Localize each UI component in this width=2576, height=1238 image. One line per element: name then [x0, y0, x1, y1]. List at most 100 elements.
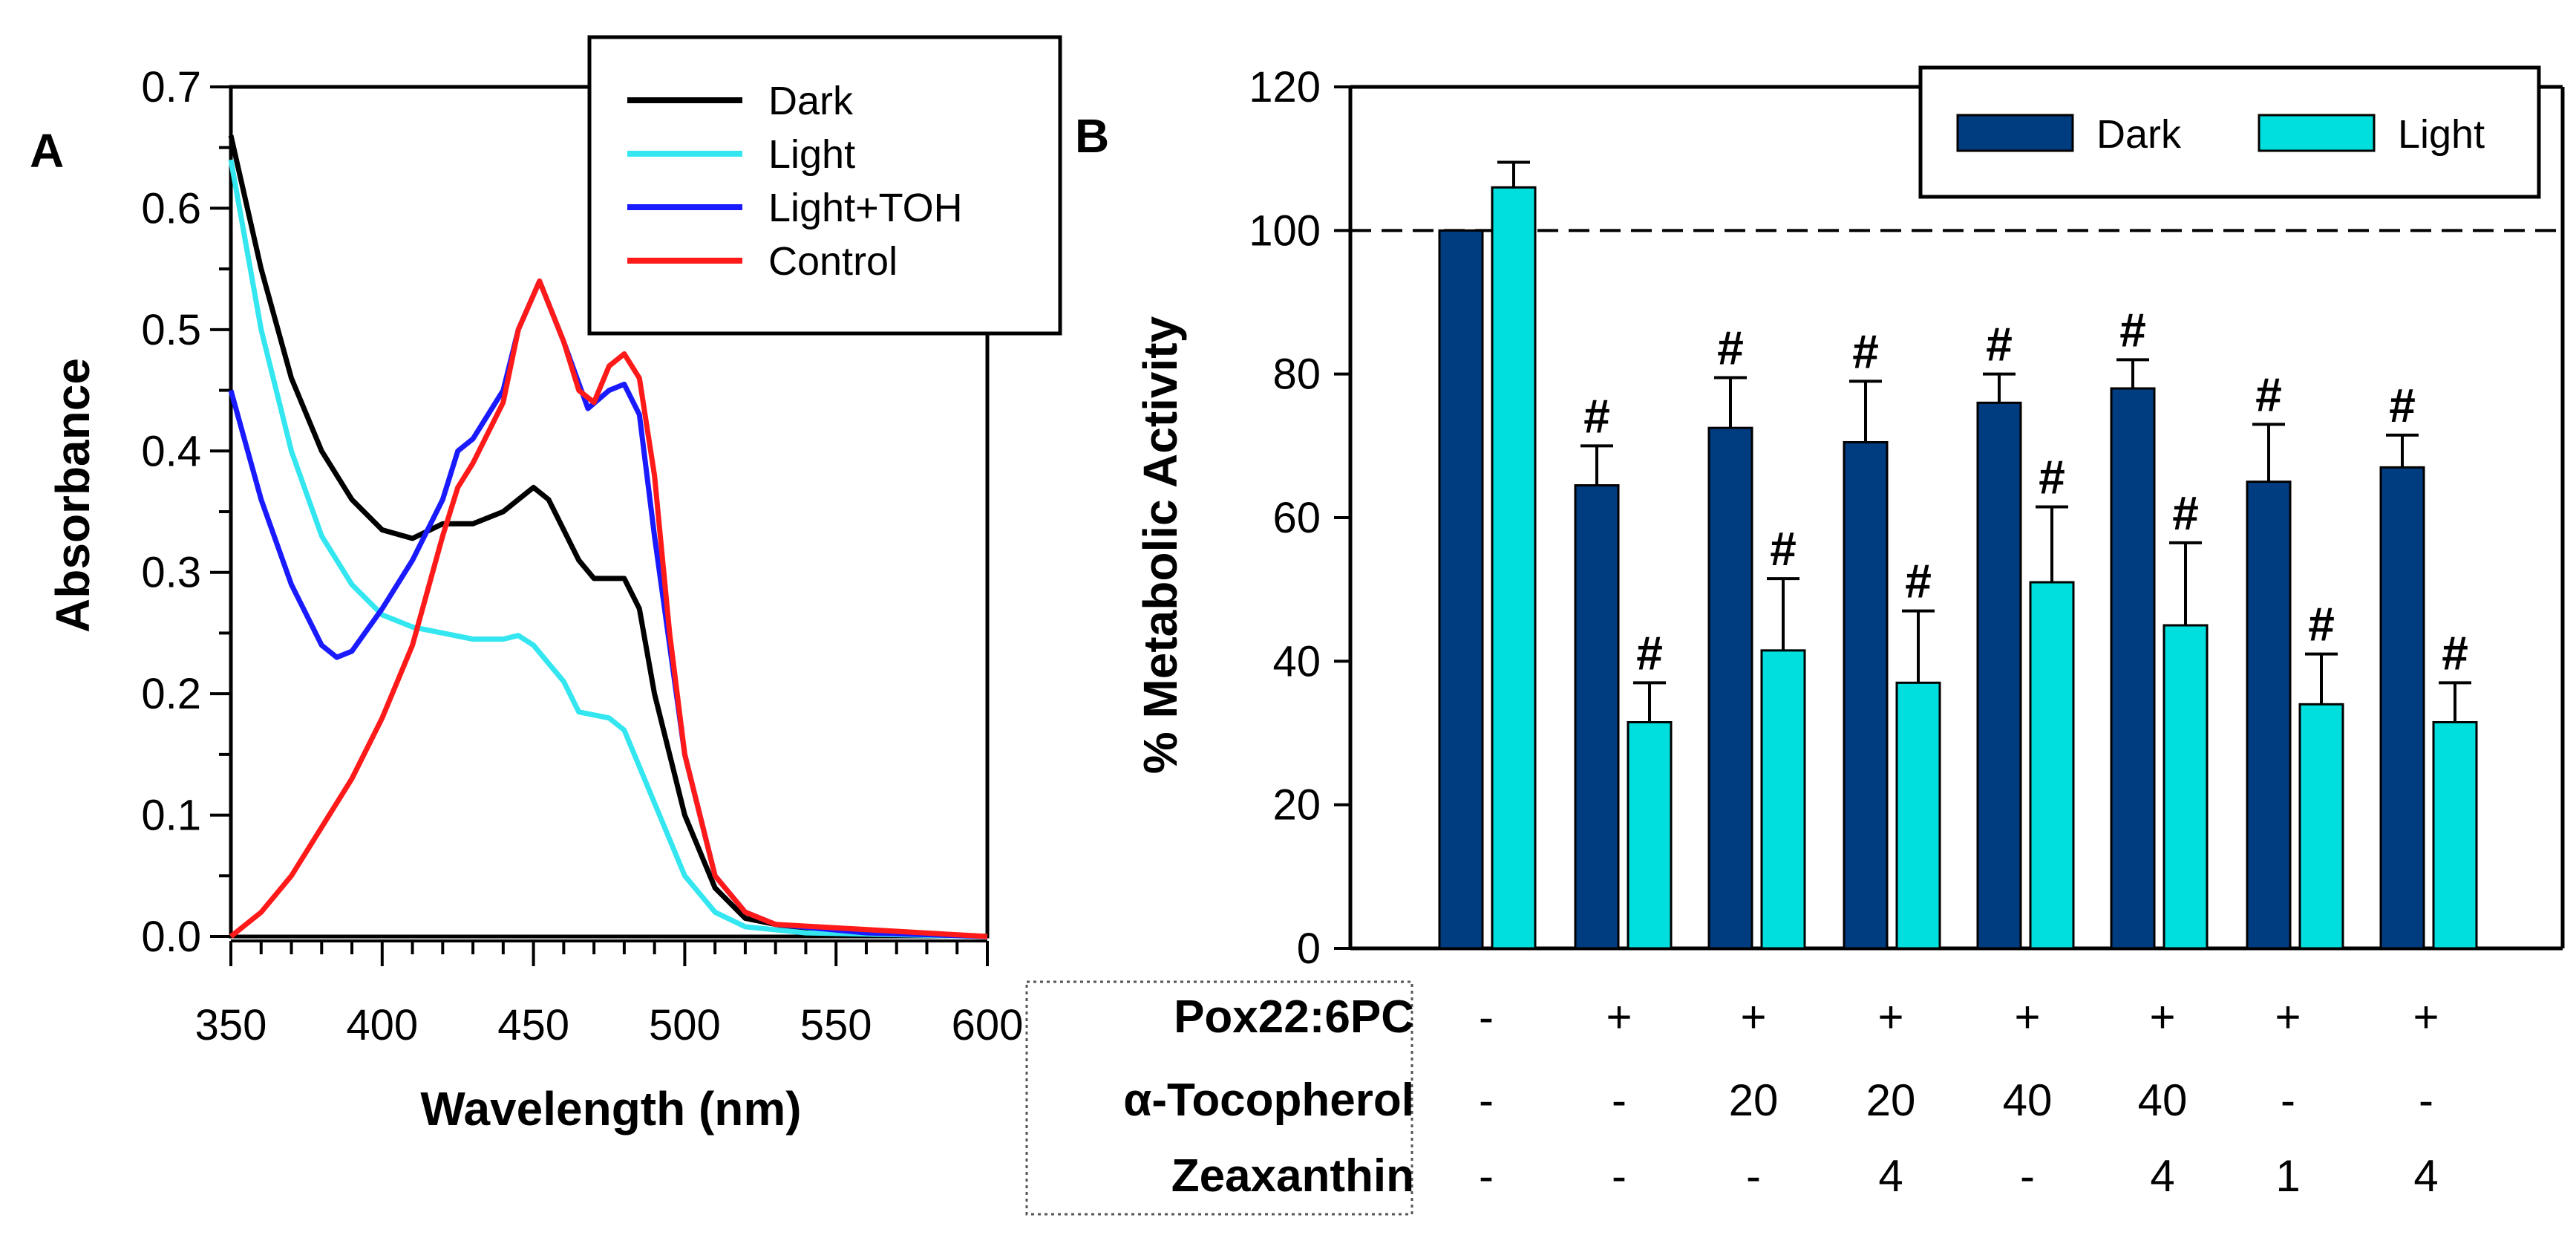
condition-value: 4	[1878, 1151, 1903, 1201]
y-axis-label: Absorbance	[46, 358, 99, 633]
condition-value: +	[2149, 992, 2175, 1042]
y-tick-label: 0.1	[141, 792, 201, 840]
y-tick-label: 20	[1272, 781, 1321, 830]
condition-value: -	[1612, 1075, 1627, 1125]
significance-marker: #	[1770, 522, 1797, 576]
bar-light	[1491, 186, 1537, 950]
condition-value: +	[2413, 992, 2439, 1042]
condition-value: +	[1877, 992, 1903, 1042]
condition-value: 20	[1866, 1075, 1916, 1125]
bar-dark	[2110, 387, 2156, 950]
legend-label: Dark	[2096, 112, 2182, 157]
condition-value: 40	[2138, 1075, 2188, 1125]
y-tick-label: 0.2	[141, 670, 201, 718]
y-axis-label: % Metabolic Activity	[1134, 316, 1187, 774]
legend-label: Light	[768, 132, 855, 177]
series-line-light-toh	[228, 278, 988, 939]
condition-value: -	[2020, 1151, 2035, 1201]
condition-value: -	[1612, 1151, 1627, 1201]
bar-dark	[1976, 401, 2022, 950]
significance-marker: #	[1636, 626, 1663, 680]
bar-dark	[1438, 229, 1484, 950]
x-tick-label: 550	[800, 1001, 872, 1049]
row-label-box	[1025, 980, 1413, 1216]
legend-label: Light	[2398, 112, 2485, 157]
significance-marker: #	[1852, 325, 1879, 378]
legend: Dark Light Light+TOH Control	[587, 35, 1062, 336]
bar-dark	[2379, 466, 2425, 950]
bar-light	[2029, 581, 2075, 950]
y-tick-label: 0.3	[141, 549, 201, 597]
condition-value: 4	[2150, 1151, 2174, 1201]
condition-value: +	[2275, 992, 2301, 1042]
condition-value: -	[2281, 1075, 2295, 1125]
significance-marker: #	[1583, 389, 1610, 443]
y-tick-label: 120	[1249, 63, 1321, 111]
significance-marker: #	[2255, 368, 2282, 421]
y-tick-label: 0.4	[141, 427, 201, 475]
significance-marker: #	[1717, 322, 1744, 375]
significance-marker: #	[1986, 318, 2013, 371]
significance-marker: #	[2172, 486, 2199, 540]
condition-value: -	[2419, 1075, 2433, 1125]
condition-value: -	[1746, 1151, 1761, 1201]
x-tick-label: 450	[497, 1001, 569, 1049]
x-tick-label: 400	[346, 1001, 418, 1049]
y-tick-label: 0.7	[141, 63, 201, 111]
significance-marker: #	[2442, 626, 2468, 680]
panel-label-a: A	[30, 124, 64, 177]
condition-value: +	[1606, 992, 1632, 1042]
legend-label: Light+TOH	[768, 186, 963, 230]
y-tick-label: 80	[1272, 351, 1321, 399]
condition-value: +	[2014, 992, 2040, 1042]
series-line-control	[229, 278, 988, 939]
x-axis-label: Wavelength (nm)	[420, 1082, 801, 1136]
bar-dark	[1707, 426, 1753, 950]
y-tick-label: 0.6	[141, 184, 201, 232]
legend-box	[587, 35, 1062, 336]
bar-dark	[2246, 480, 2292, 950]
condition-label: Pox22:6PC	[1174, 991, 1414, 1043]
bar-light	[1627, 721, 1673, 950]
legend-label: Control	[768, 239, 898, 284]
y-tick-label: 0.0	[141, 913, 201, 961]
y-tick-label: 60	[1272, 494, 1321, 542]
significance-marker: #	[2308, 598, 2335, 651]
legend-swatch	[1956, 114, 2074, 152]
bar-dark	[1843, 441, 1889, 950]
x-tick-label: 600	[952, 1001, 1024, 1049]
significance-marker: #	[2389, 379, 2416, 432]
significance-marker: #	[2039, 451, 2065, 504]
series-line-dark	[228, 134, 988, 939]
significance-marker: #	[2119, 303, 2146, 356]
bar-light	[2432, 721, 2478, 950]
condition-value: 1	[2275, 1151, 2300, 1201]
bar-light	[1895, 681, 1941, 950]
y-tick-label: 40	[1272, 637, 1321, 685]
bar-light	[2163, 624, 2209, 950]
x-tick-label: 500	[649, 1001, 721, 1049]
bar-dark	[1574, 484, 1620, 950]
condition-label: Zeaxanthin	[1171, 1150, 1414, 1202]
significance-marker: #	[1905, 555, 1932, 608]
condition-value: -	[1479, 1075, 1494, 1125]
y-tick-label: 0.5	[141, 306, 201, 354]
x-tick-label: 350	[195, 1001, 267, 1049]
y-tick-label: 100	[1249, 206, 1321, 255]
condition-value: 40	[2003, 1075, 2053, 1125]
condition-label: α-Tocopherol	[1123, 1075, 1414, 1126]
legend-label: Dark	[768, 79, 854, 123]
series-line-light	[228, 159, 988, 939]
panel-a: 350 400 450 500 550 600 0.0 0.1 0.2 0.3 0.4 0.5 0.6 0…	[30, 35, 1062, 1136]
condition-value: 20	[1729, 1075, 1779, 1125]
y-tick-label: 0	[1297, 925, 1321, 973]
condition-value: +	[1740, 992, 1766, 1042]
condition-value: -	[1479, 992, 1494, 1042]
bar-light	[2298, 703, 2344, 950]
panel-label-b: B	[1075, 109, 1109, 163]
condition-value: -	[1479, 1151, 1494, 1201]
legend-swatch	[2258, 114, 2376, 152]
condition-value: 4	[2413, 1151, 2438, 1201]
